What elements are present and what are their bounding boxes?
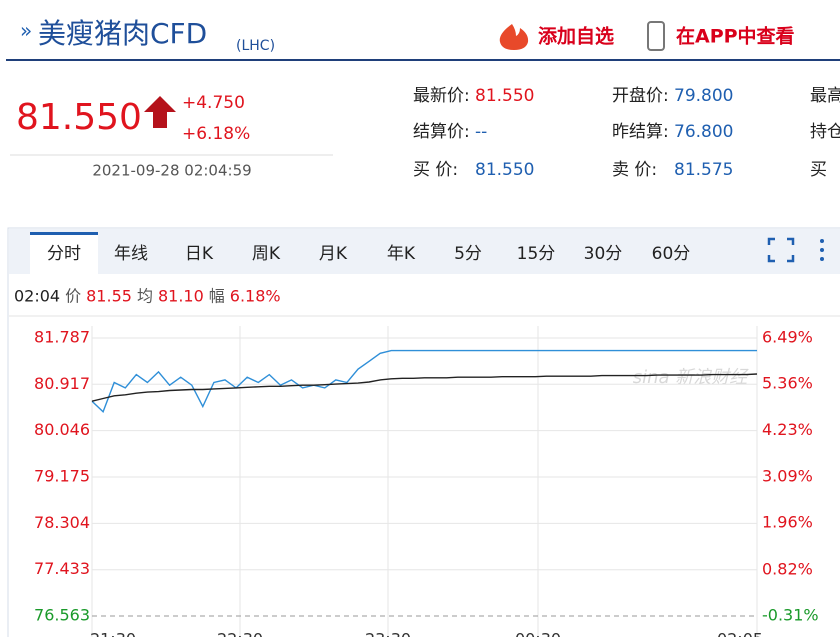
- y2-tick-label: 4.23%: [762, 420, 813, 439]
- field-label: 最新价:: [413, 86, 470, 106]
- y2-tick-label: -0.31%: [762, 606, 819, 625]
- change-pct: +6.18%: [182, 124, 250, 144]
- field-value: 81.575: [674, 160, 733, 180]
- change: +4.750: [182, 93, 245, 113]
- field-label: 卖 价:: [612, 160, 657, 180]
- price-line: [91, 373, 758, 402]
- field-label: 昨结算:: [612, 122, 669, 142]
- fullscreen-icon[interactable]: [767, 237, 795, 263]
- view-app[interactable]: 在APP中查看: [676, 25, 795, 48]
- field-value: 81.550: [475, 86, 534, 106]
- x-tick-label: 02:05: [717, 630, 763, 638]
- info-time: 02:04: [14, 287, 60, 306]
- time: 2021-09-28 02:04:59: [92, 162, 251, 180]
- field-label: 最高: [810, 86, 840, 106]
- active-tab-bar: [30, 232, 98, 235]
- title: 美瘦猪肉CFD: [38, 17, 207, 50]
- x-tick-label: 22:30: [217, 630, 263, 638]
- field-label: 结算价:: [413, 122, 470, 142]
- info-price: 81.55: [86, 287, 132, 306]
- tab[interactable]: 5分: [454, 244, 482, 264]
- y-tick-label: 79.175: [34, 467, 90, 486]
- field-label: 买: [810, 160, 827, 180]
- y2-tick-label: 0.82%: [762, 559, 813, 578]
- x-tick-label: 23:30: [365, 630, 411, 638]
- info-amp-label: 幅: [209, 287, 225, 306]
- info-avg-label: 均: [137, 287, 153, 306]
- tab[interactable]: 年线: [114, 244, 148, 264]
- info-amp: 6.18%: [230, 287, 281, 306]
- tab[interactable]: 年K: [387, 244, 416, 264]
- x-tick-label: 21:30: [90, 630, 136, 638]
- y-tick-label: 76.563: [34, 606, 90, 625]
- y-tick-label: 80.046: [34, 420, 90, 439]
- watermark: sina 新浪财经: [633, 367, 750, 388]
- y-tick-label: 80.917: [34, 374, 90, 393]
- active-tab: [30, 232, 98, 274]
- info-avg: 81.10: [158, 287, 204, 306]
- add-watch[interactable]: 添加自选: [538, 25, 614, 48]
- field-label: 持仓: [810, 122, 840, 142]
- x-tick-label: 00:30: [515, 630, 561, 638]
- tab[interactable]: 分时: [47, 244, 81, 264]
- y-tick-label: 78.304: [34, 513, 90, 532]
- price-line: [91, 349, 757, 414]
- chart-panel: [7, 227, 840, 641]
- y-tick-label: 77.433: [34, 559, 90, 578]
- field-value: 81.550: [475, 160, 534, 180]
- y-tick-label: 81.787: [34, 328, 90, 347]
- field-label: 开盘价:: [612, 86, 669, 106]
- price: 81.550: [16, 97, 142, 138]
- field-value: 76.800: [674, 122, 733, 142]
- tab-bar: [9, 229, 840, 274]
- y2-tick-label: 3.09%: [762, 467, 813, 486]
- field-label: 买 价:: [413, 160, 458, 180]
- code: (LHC): [236, 38, 275, 54]
- field-value: 79.800: [674, 86, 733, 106]
- phone-icon: [647, 21, 665, 51]
- info-price-label: 价: [65, 287, 81, 306]
- arrow-icon: »: [20, 19, 32, 43]
- tab[interactable]: 日K: [185, 244, 214, 264]
- tab[interactable]: 15分: [517, 244, 556, 264]
- field-value: --: [475, 122, 487, 142]
- y2-tick-label: 1.96%: [762, 513, 813, 532]
- tab[interactable]: 月K: [319, 244, 348, 264]
- tab[interactable]: 60分: [652, 244, 691, 264]
- tab[interactable]: 周K: [252, 244, 281, 264]
- header-rule: [6, 59, 840, 61]
- up-arrow: [144, 96, 176, 128]
- flame-icon: [499, 24, 529, 50]
- y2-tick-label: 5.36%: [762, 374, 813, 393]
- menu-icon[interactable]: [820, 239, 824, 261]
- tab[interactable]: 30分: [584, 244, 623, 264]
- y2-tick-label: 6.49%: [762, 328, 813, 347]
